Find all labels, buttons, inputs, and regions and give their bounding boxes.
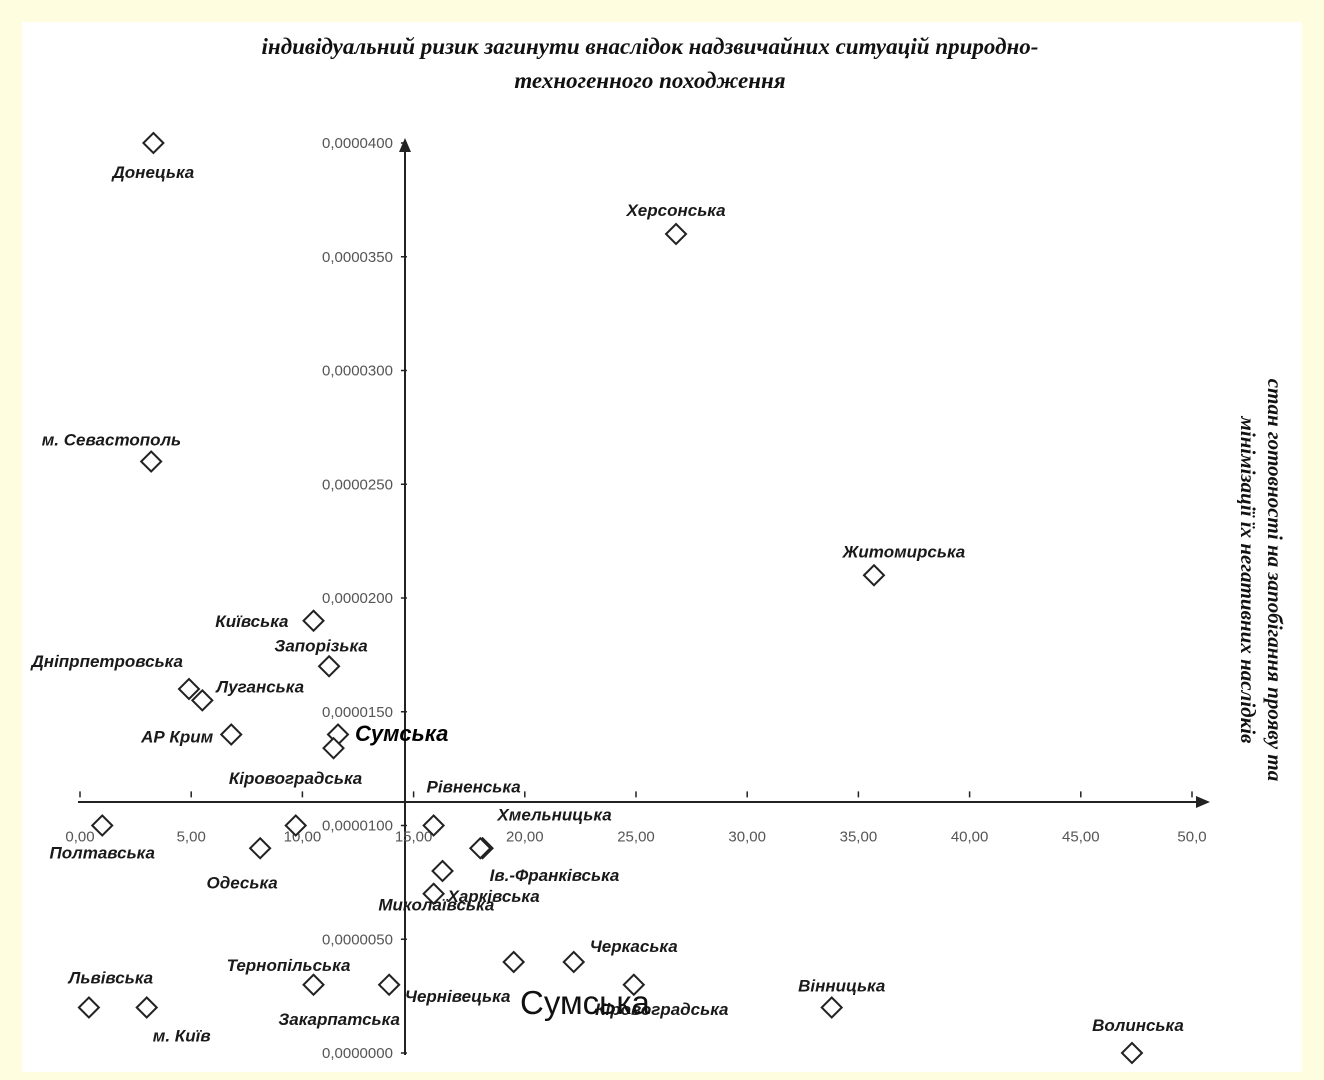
data-point-label: Чернівецька <box>405 987 511 1006</box>
y-axis-arrow <box>399 138 411 152</box>
data-point-marker <box>377 973 401 997</box>
x-tick-label: 30,00 <box>728 828 766 845</box>
data-point-label: Кіровоградська <box>229 769 362 788</box>
data-point-marker <box>820 996 844 1019</box>
y-tick-label: 0,0000000 <box>322 1045 393 1062</box>
data-point-marker <box>77 996 101 1019</box>
data-point-marker <box>431 859 454 883</box>
data-point-marker <box>284 814 308 837</box>
chart-title-line-1: індивідуальний ризик загинути внаслідок … <box>261 34 1039 59</box>
data-point-label: Кіровоградська <box>595 1000 728 1019</box>
x-tick-label: 20,00 <box>506 828 544 845</box>
data-point-marker <box>139 450 163 473</box>
right-axis-label-line-1: стан готовності на запобігання прояву та <box>1263 378 1287 782</box>
x-tick-label: 40,00 <box>951 828 989 845</box>
data-point-marker <box>248 836 272 860</box>
data-point-marker <box>322 736 345 760</box>
y-tick-label: 0,0000300 <box>322 363 393 380</box>
data-point-marker <box>302 609 325 633</box>
data-point-label: Полтавська <box>50 844 155 863</box>
data-point-label: Тернопільська <box>227 956 351 975</box>
x-tick-label: 35,00 <box>840 828 878 845</box>
x-axis-arrow <box>1196 796 1210 808</box>
data-point-label: АР Крим <box>140 728 214 747</box>
x-ticks: 0,00 5,00 10,00 15,00 20,00 25,00 30,00 35,00 40… <box>65 791 1207 845</box>
x-tick-label: 45,00 <box>1062 828 1100 845</box>
x-tick-label: 15,00 <box>395 828 433 845</box>
data-point-marker <box>422 882 446 906</box>
y-tick-label: 0,0000350 <box>322 249 393 266</box>
data-point-label: м. Київ <box>153 1027 211 1046</box>
right-axis-label-line-2: мінімізації їх негативних наслідків <box>1236 416 1260 744</box>
data-point-label: Миколаївська <box>378 895 494 914</box>
point-labels: Донецька Херсонська м. Севастополь Житомирс… <box>30 163 1184 1046</box>
data-point-label: Рівненська <box>427 778 521 797</box>
data-point-label: Волинська <box>1092 1016 1184 1035</box>
y-ticks: 0,0000000 0,0000050 0,0000100 0,0000150 0,00… <box>322 135 407 1062</box>
y-tick-label: 0,0000050 <box>322 931 393 948</box>
x-tick-label: 10,00 <box>284 828 322 845</box>
data-point-marker <box>317 654 341 678</box>
data-point-label: Житомирська <box>842 542 966 561</box>
data-point-label: Харківська <box>447 887 540 906</box>
data-point-marker <box>664 222 688 246</box>
data-point-label: Ів.-Франківська <box>490 866 620 885</box>
data-point-label: Донецька <box>111 163 195 182</box>
data-point-marker <box>302 973 325 997</box>
y-tick-label: 0,0000200 <box>322 590 393 607</box>
overlay-label-mid: Сумська <box>355 721 448 746</box>
data-point-label: Запорізька <box>274 636 367 655</box>
data-point-marker <box>190 688 214 712</box>
chart-title: індивідуальний ризик загинути внаслідок … <box>60 30 1240 98</box>
data-point-label: Херсонська <box>625 201 725 220</box>
right-axis-label: стан готовності на запобігання прояву та… <box>1218 270 1298 890</box>
data-point-marker <box>135 996 159 1019</box>
data-point-label: м. Севастополь <box>42 431 181 450</box>
data-point-label: Одеська <box>207 873 278 892</box>
data-point-marker <box>177 677 201 701</box>
data-point-marker <box>862 563 886 587</box>
data-point-marker <box>562 950 586 974</box>
y-tick-label: 0,0000250 <box>322 476 393 493</box>
data-point-label: Хмельницька <box>496 805 611 824</box>
data-point-marker <box>1120 1041 1144 1065</box>
data-point-marker <box>422 814 446 837</box>
data-point-label: Луганська <box>214 677 304 696</box>
data-point-label: Вінницька <box>798 977 885 996</box>
data-point-marker <box>219 723 243 746</box>
data-point-label: Черкаська <box>590 937 678 956</box>
y-tick-label: 0,0000100 <box>322 818 393 835</box>
axes <box>78 138 1210 1055</box>
y-tick-label: 0,0000150 <box>322 704 393 721</box>
markers <box>77 131 1144 1065</box>
data-point-label: Дніпрпетровська <box>30 652 183 671</box>
overlay-label-bottom: Сумська <box>520 984 651 1021</box>
data-point-label: Львівська <box>67 969 153 988</box>
chart-title-line-2: техногенного походження <box>514 68 786 93</box>
x-tick-label: 25,00 <box>617 828 655 845</box>
data-point-marker <box>90 814 114 837</box>
data-point-marker <box>468 836 492 860</box>
data-point-label: Закарпатська <box>278 1010 400 1029</box>
x-tick-label: 0,00 <box>65 828 94 845</box>
y-tick-label: 0,0000400 <box>322 135 393 152</box>
data-point-marker <box>502 950 526 974</box>
data-point-label: Київська <box>215 612 288 631</box>
data-point-marker <box>622 973 646 997</box>
plot-panel <box>22 22 1302 1072</box>
data-point-marker <box>141 131 165 155</box>
x-tick-label: 50,0 <box>1177 828 1206 845</box>
x-tick-label: 5,00 <box>177 828 206 845</box>
